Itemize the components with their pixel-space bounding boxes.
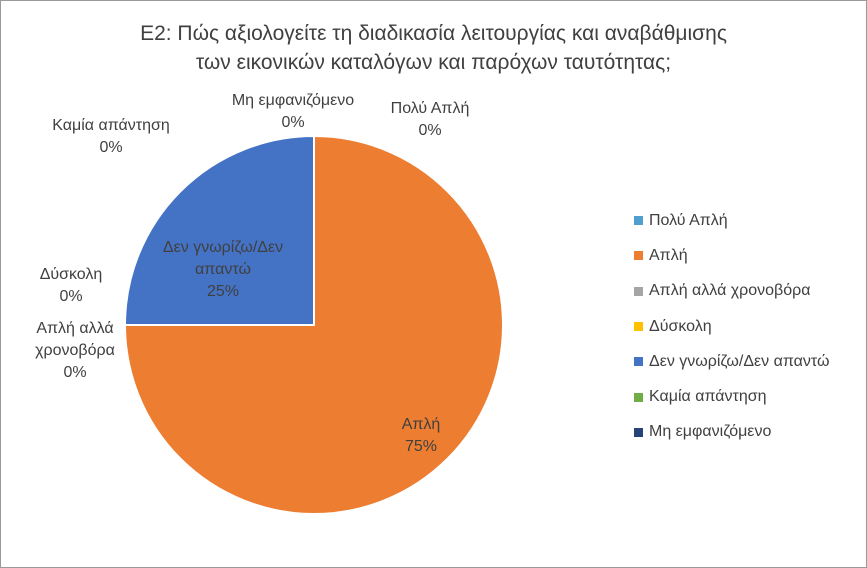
data-label-name-line-2: απαντώ (195, 261, 251, 278)
legend-label: Μη εμφανιζόμενο (649, 423, 772, 441)
data-label-percent: 0% (418, 122, 442, 139)
data-label-name: Δεν γνωρίζω/Δεν (162, 239, 284, 256)
data-label-percent: 0% (99, 139, 123, 156)
legend-label: Πολύ Απλή (649, 211, 728, 229)
legend-item-apli: Απλή (634, 238, 830, 273)
data-label-name: Μη εμφανιζόμενο (231, 92, 355, 109)
pie-slice-δεν-γνωρίζω-δεν-απαντώ (124, 135, 315, 326)
legend-item-dyskoli: Δύσκολη (634, 309, 830, 344)
legend-swatch (634, 286, 643, 296)
legend-label: Δεν γνωρίζω/Δεν απαντώ (649, 352, 830, 370)
legend: Πολύ Απλή Απλή Απλή αλλά χρονοβόρα Δύσκο… (634, 203, 830, 450)
data-label-name: Απλή αλλά (36, 320, 114, 337)
data-label-name: Δύσκολη (39, 266, 103, 283)
legend-swatch (634, 427, 643, 437)
legend-item-kamia-apantisi: Καμία απάντηση (634, 379, 830, 414)
legend-item-poly-apli: Πολύ Απλή (634, 203, 830, 238)
legend-item-den-gnorizo: Δεν γνωρίζω/Δεν απαντώ (634, 344, 830, 379)
legend-swatch (634, 322, 643, 332)
data-label-name: Καμία απάντηση (52, 117, 170, 134)
legend-swatch (634, 392, 643, 402)
legend-label: Απλή (649, 246, 688, 264)
legend-label: Καμία απάντηση (649, 388, 767, 406)
data-label-percent: 0% (59, 288, 83, 305)
legend-item-apli-alla-xronovora: Απλή αλλά χρονοβόρα (634, 274, 830, 309)
data-label-dyskoli: Δύσκολη 0% (11, 264, 131, 308)
data-label-den-gnorizo: Δεν γνωρίζω/Δεν απαντώ 25% (148, 237, 298, 303)
legend-swatch (634, 357, 643, 367)
data-label-percent: 25% (206, 283, 240, 300)
chart-title-line-2: των εικονικών καταλόγων και παρόχων ταυτ… (195, 51, 672, 74)
data-label-name-line-2: χρονοβόρα (35, 342, 115, 359)
data-label-percent: 75% (404, 438, 438, 455)
data-label-kamia-apantisi: Καμία απάντηση 0% (31, 115, 191, 159)
data-label-name: Πολύ Απλή (390, 100, 470, 117)
data-label-mi-emfanizomeno: Μη εμφανιζόμενο 0% (213, 90, 373, 134)
chart-title: Ε2: Πώς αξιολογείτε τη διαδικασία λειτου… (1, 19, 866, 77)
data-label-apli: Απλή 75% (361, 414, 481, 458)
legend-item-mi-emfanizomeno: Μη εμφανιζόμενο (634, 415, 830, 450)
data-label-name: Απλή (401, 416, 441, 433)
legend-label: Απλή αλλά χρονοβόρα (649, 282, 811, 300)
legend-swatch (634, 251, 643, 261)
data-label-apli-alla-xronovora: Απλή αλλά χρονοβόρα 0% (15, 318, 135, 384)
data-label-percent: 0% (281, 114, 305, 131)
legend-label: Δύσκολη (649, 317, 712, 335)
data-label-percent: 0% (63, 364, 87, 381)
legend-swatch (634, 216, 643, 226)
data-label-poly-apli: Πολύ Απλή 0% (370, 98, 490, 142)
chart-title-line-1: Ε2: Πώς αξιολογείτε τη διαδικασία λειτου… (140, 22, 727, 45)
